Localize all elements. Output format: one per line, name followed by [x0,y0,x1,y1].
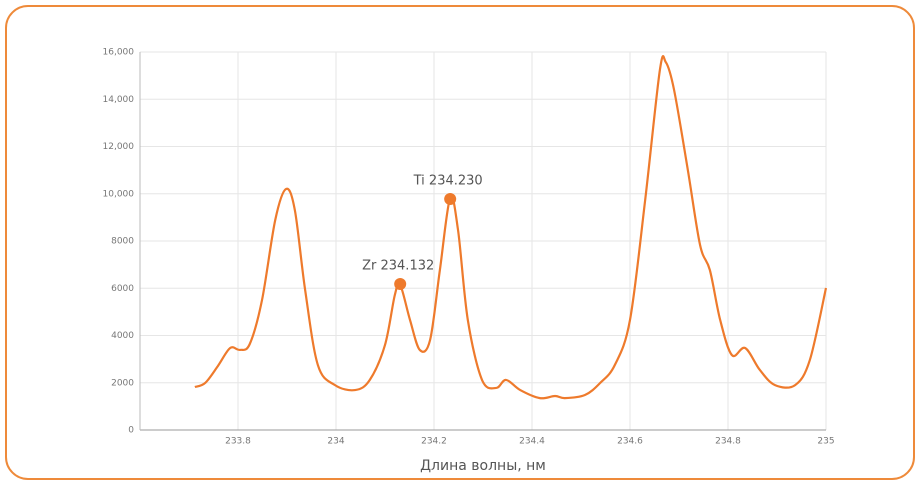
y-tick-label: 10,000 [103,189,135,199]
y-tick-label: 12,000 [103,142,135,152]
y-tick-label: 6000 [111,284,134,294]
y-tick-label: 0 [128,426,134,436]
x-axis-label: Длина волны, нм [420,458,546,474]
line [194,55,828,400]
x-tick-label: 235 [817,437,834,447]
y-tick-label: 14,000 [103,95,135,105]
annotation-label: Zr 234.132 [362,258,434,273]
x-tick-label: 234.8 [715,437,741,447]
annotation-point [444,192,457,205]
x-tick-label: 234 [327,437,344,447]
annotation-label: Ti 234.230 [413,173,483,188]
y-tick-label: 8000 [111,237,134,247]
y-tick-label: 2000 [111,378,134,388]
x-tick-label: 234.2 [421,437,447,447]
y-tick-label: 16,000 [103,48,135,58]
annotation-point [394,277,407,290]
x-tick-label: 234.6 [617,437,643,447]
x-tick-label: 233.8 [225,437,251,447]
y-tick-label: 4000 [111,331,134,341]
x-tick-label: 234.4 [519,437,545,447]
